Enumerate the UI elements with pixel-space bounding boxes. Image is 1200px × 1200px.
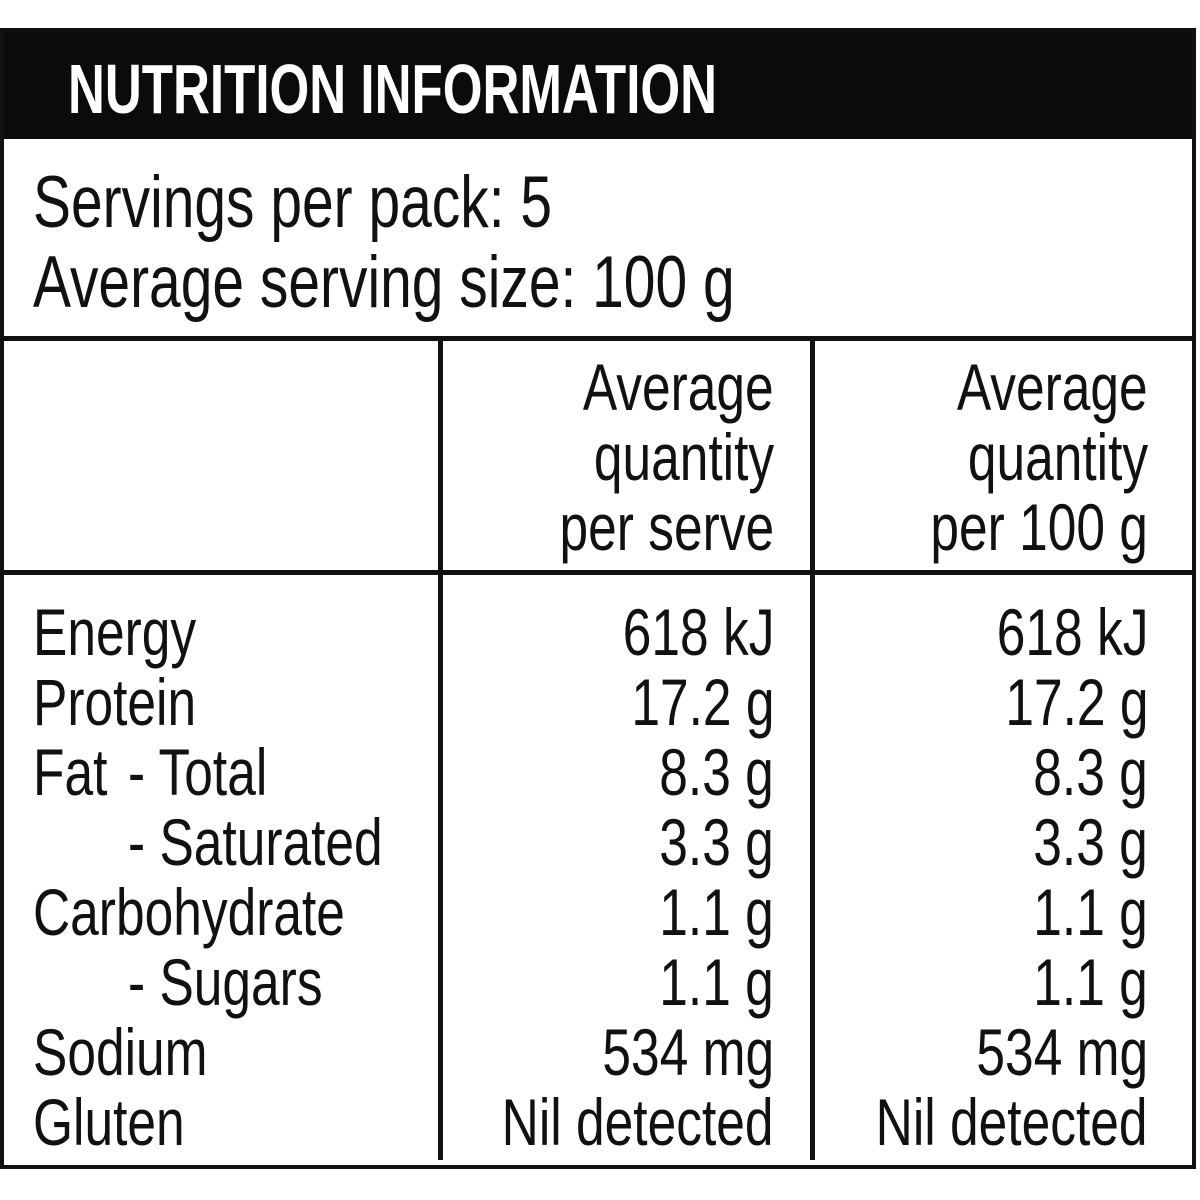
row-label-protein: Protein [4,667,438,737]
average-serving-size-line: Average serving size: 100 g [33,243,1192,323]
energy-per-serve: 618 kJ [622,595,774,669]
servings-per-pack-text: Servings per pack: 5 [33,162,553,243]
nutrients-body: Energy Protein Fat - Total - Saturated [4,575,438,1157]
per-100g-values: 618 kJ 17.2 g 8.3 g 3.3 g 1.1 g 1.1 g 53… [815,575,1192,1157]
nutrient-name: Carbohydrate [33,875,345,949]
sugars-per-serve: 1.1 g [659,945,774,1019]
column-per-serve: Average quantity per serve 618 kJ 17.2 g… [438,341,810,1160]
row-label-fat-saturated: - Saturated [4,807,438,877]
sodium-per-100g: 534 mg [976,1015,1148,1089]
average-serving-size-text: Average serving size: 100 g [33,242,735,323]
row-label-gluten: Gluten [4,1087,438,1157]
per-serve-header-line1: Average [583,350,774,424]
fat-saturated-per-serve: 3.3 g [659,805,774,879]
servings-section: Servings per pack: 5 Average serving siz… [4,139,1192,341]
per-100g-header-line2: quantity [967,420,1148,494]
nutrients-header-empty-cell [4,341,438,575]
nutrition-panel: NUTRITION INFORMATION Servings per pack:… [0,28,1196,1169]
nutrient-name: Sodium [33,1015,208,1089]
per-serve-header: Average quantity per serve [443,341,810,575]
fat-total-per-100g: 8.3 g [1033,735,1148,809]
protein-per-serve: 17.2 g [630,665,774,739]
row-label-carbohydrate: Carbohydrate [4,877,438,947]
column-per-100g: Average quantity per 100 g 618 kJ 17.2 g… [810,341,1192,1160]
sugars-per-100g: 1.1 g [1033,945,1148,1019]
carbohydrate-per-100g: 1.1 g [1033,875,1148,949]
per-serve-values: 618 kJ 17.2 g 8.3 g 3.3 g 1.1 g 1.1 g 53… [443,575,810,1157]
per-100g-header: Average quantity per 100 g [815,341,1192,575]
row-label-fat-total: Fat - Total [4,737,438,807]
title-bar: NUTRITION INFORMATION [4,32,1192,139]
nutrient-subname: - Total [128,735,268,809]
per-serve-header-line2: quantity [593,420,774,494]
fat-total-per-serve: 8.3 g [659,735,774,809]
per-serve-header-line3: per serve [559,490,774,564]
energy-per-100g: 618 kJ [996,595,1148,669]
servings-per-pack-line: Servings per pack: 5 [33,163,1192,243]
column-nutrients: Energy Protein Fat - Total - Saturated [4,341,438,1160]
sodium-per-serve: 534 mg [602,1015,774,1089]
nutrient-subname: - Saturated [128,805,383,879]
carbohydrate-per-serve: 1.1 g [659,875,774,949]
gluten-per-100g: Nil detected [876,1085,1148,1159]
nutrient-name: Protein [33,665,197,739]
row-label-sodium: Sodium [4,1017,438,1087]
nutrient-name: Energy [33,595,197,669]
per-100g-header-line3: per 100 g [930,490,1148,564]
protein-per-100g: 17.2 g [1004,665,1148,739]
row-label-energy: Energy [4,597,438,667]
gluten-per-serve: Nil detected [502,1085,774,1159]
nutrient-name: Fat [33,735,108,809]
per-100g-header-line1: Average [957,350,1148,424]
panel-title: NUTRITION INFORMATION [68,49,718,128]
row-label-sugars: - Sugars [4,947,438,1017]
nutrient-name: Gluten [33,1085,185,1159]
nutrient-subname: - Sugars [128,945,323,1019]
nutrition-table: Energy Protein Fat - Total - Saturated [4,341,1192,1160]
fat-saturated-per-100g: 3.3 g [1033,805,1148,879]
